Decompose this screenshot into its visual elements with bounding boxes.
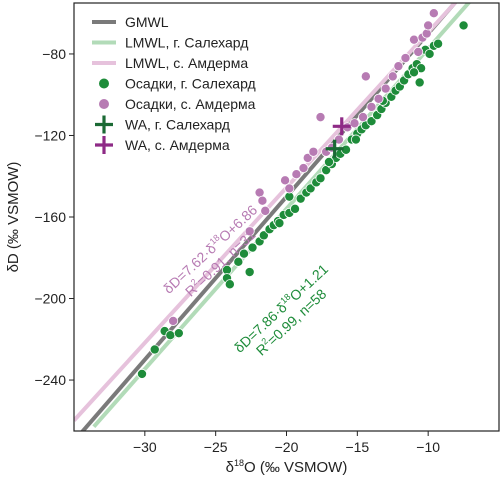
point-amderma (413, 46, 424, 57)
point-amderma (244, 226, 255, 237)
point-amderma (408, 34, 419, 45)
x-tick-label: −20 (275, 439, 299, 455)
point-salekhard (238, 248, 249, 259)
eq-sup: 2 (259, 336, 269, 347)
point-salekhard (458, 20, 469, 31)
y-tick-label: −200 (34, 291, 66, 307)
point-amderma (349, 118, 360, 129)
point-salekhard (258, 230, 269, 241)
point-amderma (423, 20, 434, 31)
point-salekhard (224, 279, 235, 290)
eq-sup: 2 (189, 277, 199, 288)
legend-label: WA, с. Амдерма (125, 137, 230, 153)
eq-sup: 18 (278, 292, 292, 306)
y-axis-title: δD (‰ VSMOW) (5, 162, 22, 273)
point-salekhard (295, 193, 306, 204)
point-amderma (280, 175, 291, 186)
point-salekhard (274, 218, 285, 229)
x-tick-label: −15 (345, 439, 369, 455)
x-axis: −30 −25 −20 −15 −10 (133, 431, 440, 455)
legend-label: Осадки, с. Амдерма (125, 96, 256, 112)
point-salekhard (244, 267, 255, 278)
point-salekhard (305, 183, 316, 194)
y-tick-label: −160 (34, 209, 66, 225)
point-salekhard (414, 77, 425, 88)
point-salekhard (433, 38, 444, 49)
point-salekhard (289, 203, 300, 214)
point-salekhard (233, 256, 244, 267)
points-layer (136, 8, 469, 379)
point-salekhard (408, 67, 419, 78)
legend-label: WA, г. Салехард (125, 117, 230, 133)
x-tick-label: −25 (204, 439, 228, 455)
point-salekhard (424, 48, 435, 59)
x-tick-label: −10 (416, 439, 440, 455)
point-amderma (260, 205, 271, 216)
legend-label: LMWL, с. Амдерма (125, 55, 248, 71)
point-salekhard (315, 173, 326, 184)
point-amderma (421, 28, 432, 39)
legend-label: Осадки, г. Салехард (125, 76, 256, 92)
point-amderma (168, 315, 179, 326)
legend-label: GMWL (125, 14, 169, 30)
x-title-main: δ (226, 459, 234, 476)
y-axis: −80 −120 −160 −200 −240 (34, 46, 74, 388)
point-amderma (291, 169, 302, 180)
point-salekhard (165, 330, 176, 341)
point-amderma (257, 195, 268, 206)
wa-layer (325, 117, 351, 158)
y-tick-label: −240 (34, 372, 66, 388)
point-amderma (357, 112, 368, 123)
point-amderma (302, 152, 313, 163)
point-salekhard (350, 134, 361, 145)
point-amderma (400, 53, 411, 64)
point-salekhard (149, 344, 160, 355)
x-title-sup: 18 (234, 458, 244, 468)
point-amderma (428, 8, 439, 19)
y-tick-label: −80 (42, 46, 66, 62)
point-amderma (387, 71, 398, 82)
point-amderma (360, 71, 371, 82)
point-amderma (284, 183, 295, 194)
point-amderma (308, 146, 319, 157)
point-amderma (315, 112, 326, 123)
point-amderma (366, 101, 377, 112)
point-salekhard (366, 116, 377, 127)
point-salekhard (136, 368, 147, 379)
y-tick-label: −120 (34, 127, 66, 143)
point-amderma (333, 134, 344, 145)
legend-swatch-salekhard (99, 78, 109, 89)
point-salekhard (173, 328, 184, 339)
eq-sup: 18 (207, 233, 221, 247)
x-axis-title: δ18O (‰ VSMOW) (226, 458, 348, 476)
point-amderma (373, 93, 384, 104)
point-amderma (380, 83, 391, 94)
point-salekhard (247, 242, 258, 253)
point-amderma (298, 163, 309, 174)
x-title-rest: O (‰ VSMOW) (244, 459, 347, 476)
legend: GMWL LMWL, г. Салехард LMWL, с. Амдерма Оса… (92, 14, 256, 154)
legend-label: LMWL, г. Салехард (125, 35, 248, 51)
legend-swatch-amderma (99, 99, 109, 109)
x-tick-label: −30 (133, 439, 157, 455)
point-amderma (393, 61, 404, 72)
point-salekhard (323, 156, 334, 167)
